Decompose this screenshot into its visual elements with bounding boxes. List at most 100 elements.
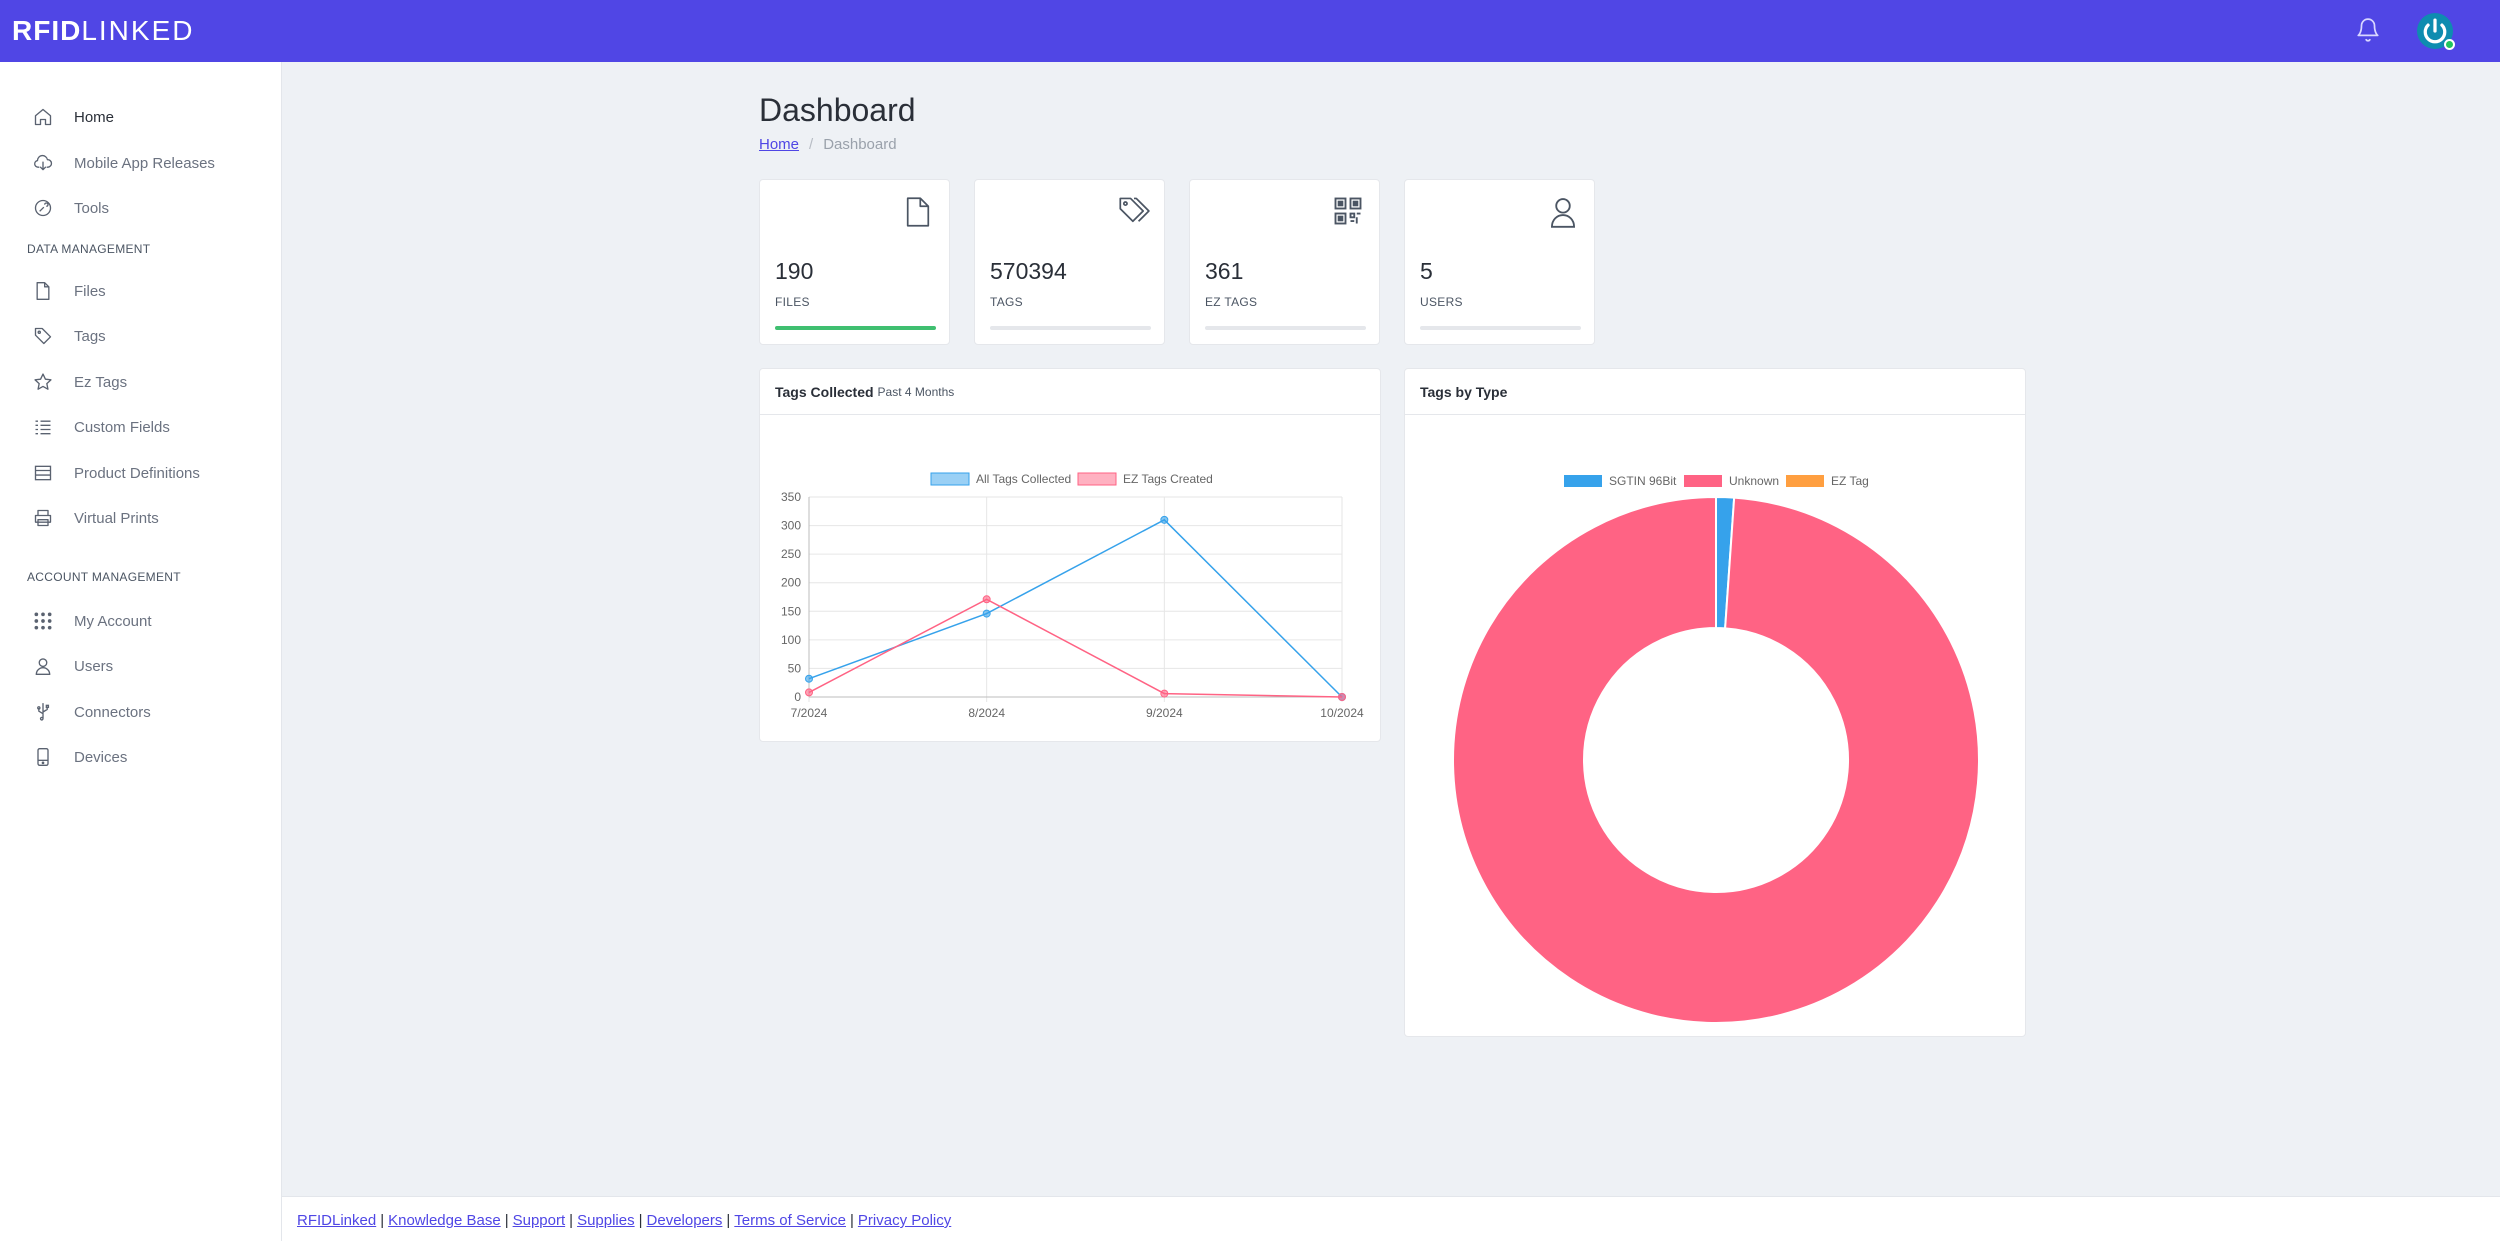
footer-separator: | [569,1212,574,1229]
table-icon [32,462,54,484]
online-status-dot [2444,39,2455,50]
legend-swatch [1077,472,1117,486]
sidebar-item-label: Users [74,657,114,675]
sidebar-item-product-definitions[interactable]: Product Definitions [0,453,282,493]
sidebar-item-label: Mobile App Releases [74,154,215,172]
sidebar-item-custom-fields[interactable]: Custom Fields [0,407,282,447]
stat-card-ez-tags[interactable]: 361 EZ TAGS [1189,179,1380,345]
sidebar-item-files[interactable]: Files [0,271,282,311]
stat-progress-bar [990,326,1151,330]
y-tick-label: 50 [788,661,802,675]
stat-progress-bar [1420,326,1581,330]
legend-label: All Tags Collected [976,472,1071,486]
legend-label: EZ Tags Created [1123,472,1213,486]
section-title-data-management: DATA MANAGEMENT [27,242,151,256]
breadcrumb-separator: / [809,136,814,153]
page-title: Dashboard [759,92,916,128]
y-tick-label: 200 [781,576,801,590]
legend-label: Unknown [1729,474,1779,488]
footer-separator: | [504,1212,509,1229]
usb-icon [32,701,54,723]
series-line [808,598,1343,698]
sidebar-item-label: Virtual Prints [74,509,159,527]
star-icon [32,371,54,393]
stat-card-tags[interactable]: 570394 TAGS [974,179,1165,345]
footer-link-supplies[interactable]: Supplies [577,1212,635,1229]
footer: RFIDLinked | Knowledge Base | Support | Suppli… [282,1196,2500,1241]
sidebar-item-mobile-app-releases[interactable]: Mobile App Releases [0,143,282,183]
legend-swatch [1786,475,1824,487]
sidebar-item-my-account[interactable]: My Account [0,601,282,641]
card-title: Tags Collected [775,383,874,400]
legend-swatch [1684,475,1722,487]
y-tick-label: 350 [781,490,801,504]
sidebar: Home Mobile App Releases Tools DATA MANA… [0,62,282,1241]
grid-icon [32,610,54,632]
breadcrumb-home-link[interactable]: Home [759,136,800,153]
logo-bold: RFID [12,15,82,46]
stat-label: FILES [775,295,810,309]
stat-progress-bar [775,326,936,330]
sidebar-item-label: Connectors [74,703,151,721]
tags-collected-card: Tags Collected Past 4 Months All Tags Co… [759,368,1381,742]
sidebar-item-label: My Account [74,612,152,630]
sidebar-item-label: Files [74,282,106,300]
user-icon [32,655,54,677]
home-icon [32,106,54,128]
logo-light: LINKED [81,15,195,46]
footer-link-terms-of-service[interactable]: Terms of Service [734,1212,846,1229]
legend-label: SGTIN 96Bit [1609,474,1677,488]
tags-icon [32,325,54,347]
footer-link-developers[interactable]: Developers [646,1212,723,1229]
legend-swatch [1564,475,1602,487]
card-title: Tags by Type [1420,383,1508,400]
top-bar: RFID LINKED [0,0,2500,62]
sidebar-item-home[interactable]: Home [0,97,282,137]
user-icon [1548,196,1578,228]
footer-link-knowledge-base[interactable]: Knowledge Base [388,1212,501,1229]
sidebar-item-devices[interactable]: Devices [0,737,282,777]
y-tick-label: 0 [794,690,801,704]
stat-value: 570394 [990,258,1067,284]
breadcrumb: Home / Dashboard [759,136,897,153]
sidebar-item-label: Tags [74,327,106,345]
stat-label: EZ TAGS [1205,295,1258,309]
stat-value: 190 [775,258,814,284]
card-header: Tags Collected Past 4 Months [760,369,1380,415]
stat-card-files[interactable]: 190 FILES [759,179,950,345]
breadcrumb-current: Dashboard [823,136,897,153]
qr-code-icon [1333,196,1363,228]
avatar[interactable] [2417,13,2455,50]
data-point [1160,689,1169,698]
device-icon [32,746,54,768]
sidebar-item-label: Product Definitions [74,464,200,482]
sidebar-item-label: Custom Fields [74,418,170,436]
footer-link-support[interactable]: Support [512,1212,566,1229]
y-tick-label: 300 [781,519,801,533]
power-icon [2423,18,2447,44]
stat-card-users[interactable]: 5 USERS [1404,179,1595,345]
y-tick-label: 150 [781,604,801,618]
sidebar-item-label: Tools [74,199,110,217]
sidebar-item-tags[interactable]: Tags [0,316,282,356]
tags-by-type-card: Tags by Type SGTIN 96Bit Unknown EZ Tag [1404,368,2026,1037]
sidebar-item-ez-tags[interactable]: Ez Tags [0,362,282,402]
sidebar-item-connectors[interactable]: Connectors [0,692,282,732]
section-title-account-management: ACCOUNT MANAGEMENT [27,570,181,584]
sidebar-item-label: Home [74,108,115,126]
file-icon [903,196,933,228]
stat-progress-bar [1205,326,1366,330]
sidebar-item-tools[interactable]: Tools [0,188,282,228]
data-point [982,609,991,618]
sidebar-item-users[interactable]: Users [0,646,282,686]
data-point [982,595,991,604]
file-icon [32,280,54,302]
sidebar-item-virtual-prints[interactable]: Virtual Prints [0,498,282,538]
bell-icon[interactable] [2355,16,2381,44]
logo[interactable]: RFID LINKED [12,14,194,48]
footer-link-rfidlinked[interactable]: RFIDLinked [297,1212,377,1229]
cloud-download-icon [32,152,54,174]
x-tick-label: 7/2024 [791,706,828,720]
footer-link-privacy-policy[interactable]: Privacy Policy [857,1212,952,1229]
tools-icon [32,197,54,219]
